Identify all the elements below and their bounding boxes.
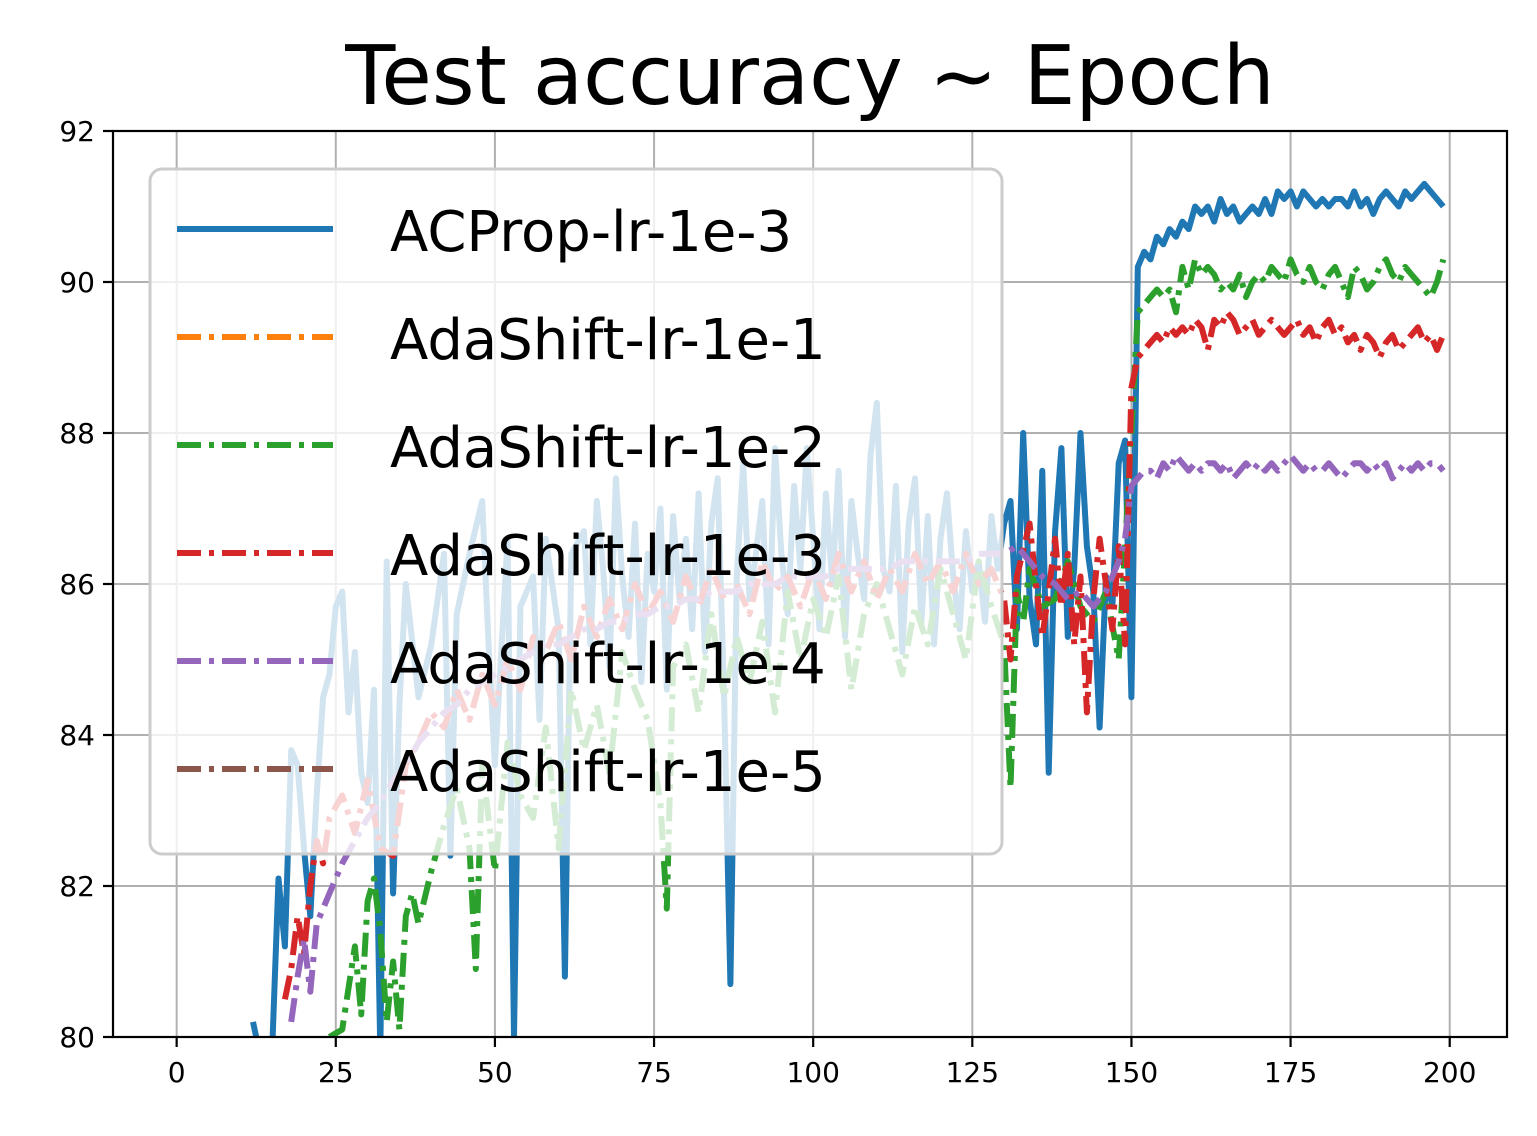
x-tick-label: 50 xyxy=(477,1056,513,1089)
y-tick-label: 80 xyxy=(59,1021,95,1054)
x-tick-label: 200 xyxy=(1423,1056,1476,1089)
legend: ACProp-lr-1e-3 AdaShift-lr-1e-1 AdaShift-l… xyxy=(148,167,1004,856)
x-tick-label: 125 xyxy=(946,1056,999,1089)
y-tick-label: 86 xyxy=(59,568,95,601)
x-tick-label: 175 xyxy=(1264,1056,1317,1089)
legend-label-2: AdaShift-lr-1e-2 xyxy=(390,416,826,481)
y-tick-label: 82 xyxy=(59,870,95,903)
series-line-2 xyxy=(327,256,1447,1037)
legend-label-0: ACProp-lr-1e-3 xyxy=(390,200,792,265)
x-tick-label: 150 xyxy=(1105,1056,1158,1089)
y-tick-label: 90 xyxy=(59,266,95,299)
legend-label-5: AdaShift-lr-1e-5 xyxy=(390,740,826,805)
legend-label-4: AdaShift-lr-1e-4 xyxy=(390,632,826,697)
x-tick-label: 100 xyxy=(786,1056,839,1089)
ticks: 0 25 50 75 100 125 150 175 200 80 82 84 86 88 90 92 xyxy=(59,115,1476,1089)
legend-box xyxy=(148,167,1004,856)
x-tick-label: 25 xyxy=(318,1056,354,1089)
x-tick-label: 0 xyxy=(168,1056,186,1089)
x-tick-label: 75 xyxy=(636,1056,672,1089)
y-tick-label: 88 xyxy=(59,417,95,450)
y-tick-label: 92 xyxy=(59,115,95,148)
chart-title: Test accuracy ~ Epoch xyxy=(344,29,1274,124)
legend-label-3: AdaShift-lr-1e-3 xyxy=(390,524,826,589)
y-tick-label: 84 xyxy=(59,719,95,752)
legend-label-1: AdaShift-lr-1e-1 xyxy=(390,308,826,373)
